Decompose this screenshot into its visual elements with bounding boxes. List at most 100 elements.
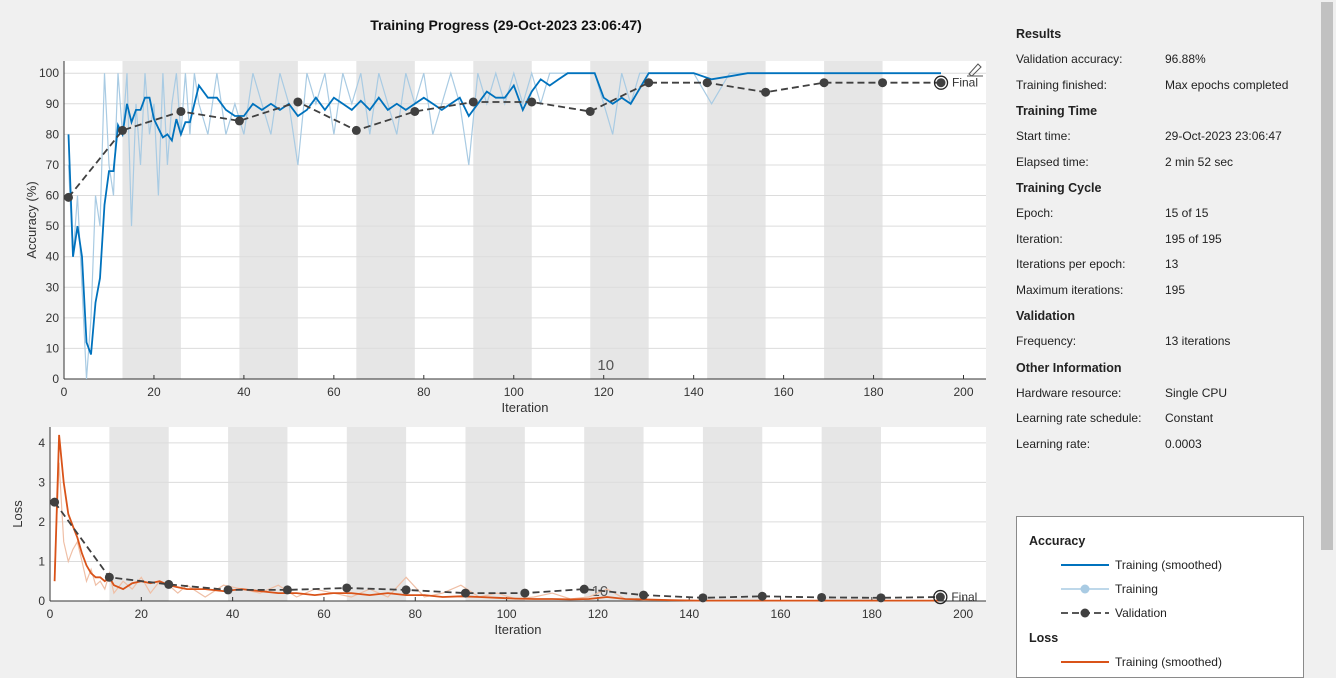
loss-epoch-band xyxy=(821,427,881,601)
lr-schedule-label: Learning rate schedule: xyxy=(1016,411,1142,425)
loss-validation-point xyxy=(104,572,114,582)
max-iterations-value: 195 xyxy=(1165,282,1186,297)
learning-rate-label: Learning rate: xyxy=(1016,436,1091,451)
loss-xtick-label: 60 xyxy=(317,607,331,621)
accuracy-epoch-band xyxy=(473,61,532,379)
accuracy-ytick-label: 80 xyxy=(46,127,60,141)
accuracy-xtick-label: 100 xyxy=(504,385,524,399)
elapsed-time-label: Elapsed time: xyxy=(1016,154,1089,169)
iterations-per-epoch-row: Iterations per epoch: 13 xyxy=(1016,257,1306,283)
loss-xtick-label: 200 xyxy=(953,607,973,621)
info-panel: Results Validation accuracy: 96.88% Trai… xyxy=(1016,26,1306,462)
iteration-row: Iteration: 195 of 195 xyxy=(1016,232,1306,258)
accuracy-validation-point xyxy=(63,192,73,202)
loss-validation-point xyxy=(579,584,589,594)
legend-accuracy-heading: Accuracy xyxy=(1029,534,1086,548)
accuracy-series-training-smoothed- xyxy=(67,72,941,355)
accuracy-series-training xyxy=(67,71,941,380)
loss-series-training-smoothed- xyxy=(53,434,941,602)
accuracy-validation-point xyxy=(819,78,829,88)
loss-ytick-label: 1 xyxy=(38,554,45,568)
accuracy-ytick-label: 50 xyxy=(46,219,60,233)
start-time-row: Start time: 29-Oct-2023 23:06:47 xyxy=(1016,129,1306,155)
chart-legend: Accuracy Training (smoothed) Training Va… xyxy=(1016,516,1304,678)
loss-xtick-label: 100 xyxy=(497,607,517,621)
loss-ytick-label: 0 xyxy=(38,594,45,608)
accuracy-xtick-label: 140 xyxy=(684,385,704,399)
loss-final-label: Final xyxy=(951,590,977,604)
hardware-row: Hardware resource: Single CPU xyxy=(1016,386,1306,412)
accuracy-epoch-band xyxy=(707,61,766,379)
accuracy-xtick-label: 180 xyxy=(864,385,884,399)
accuracy-ytick-label: 100 xyxy=(39,66,59,80)
loss-epoch-band xyxy=(228,427,288,601)
loss-ylabel: Loss xyxy=(10,500,25,528)
accuracy-validation-point xyxy=(351,125,361,135)
loss-series-training xyxy=(54,462,941,602)
loss-validation-point xyxy=(817,592,827,602)
loss-xtick-label: 120 xyxy=(588,607,608,621)
start-time-value: 29-Oct-2023 23:06:47 xyxy=(1165,129,1282,143)
validation-heading: Validation xyxy=(1016,309,1076,323)
max-iterations-row: Maximum iterations: 195 xyxy=(1016,283,1306,309)
scrollbar-thumb[interactable] xyxy=(1321,2,1333,550)
loss-validation-point xyxy=(639,590,649,600)
iterations-per-epoch-label: Iterations per epoch: xyxy=(1016,257,1126,271)
accuracy-validation-point xyxy=(644,78,654,88)
training-cycle-heading: Training Cycle xyxy=(1016,181,1102,195)
legend-swatch-validation xyxy=(1061,608,1109,618)
lr-schedule-value: Constant xyxy=(1165,411,1214,425)
max-iterations-label: Maximum iterations: xyxy=(1016,282,1124,297)
accuracy-validation-point xyxy=(702,78,712,88)
accuracy-xtick-label: 160 xyxy=(774,385,794,399)
loss-xlabel: Iteration xyxy=(495,622,542,637)
elapsed-time-row: Elapsed time: 2 min 52 sec xyxy=(1016,155,1306,181)
accuracy-validation-point xyxy=(117,125,127,135)
loss-xtick-label: 40 xyxy=(226,607,240,621)
loss-xtick-label: 80 xyxy=(409,607,423,621)
start-time-label: Start time: xyxy=(1016,129,1071,143)
other-information-heading: Other Information xyxy=(1016,360,1122,375)
legend-label-training: Training xyxy=(1115,582,1158,596)
legend-swatch-loss-smoothed xyxy=(1061,661,1109,663)
hardware-label: Hardware resource: xyxy=(1016,385,1122,400)
loss-validation-point xyxy=(50,497,60,507)
accuracy-validation-point xyxy=(234,116,244,126)
accuracy-final-label: Final xyxy=(952,76,978,90)
training-finished-row: Training finished: Max epochs completed xyxy=(1016,78,1306,104)
accuracy-series-validation xyxy=(67,81,941,198)
legend-label-training-smoothed: Training (smoothed) xyxy=(1115,558,1222,572)
loss-epoch-band xyxy=(465,427,525,601)
pencil-edit-icon[interactable] xyxy=(966,61,984,77)
loss-final-marker xyxy=(933,589,948,605)
frequency-label: Frequency: xyxy=(1016,334,1077,348)
learning-rate-value: 0.0003 xyxy=(1165,436,1202,451)
loss-ytick-label: 2 xyxy=(38,515,45,529)
accuracy-ytick-label: 10 xyxy=(46,341,60,355)
accuracy-xtick-label: 60 xyxy=(327,385,341,399)
legend-swatch-smoothed xyxy=(1061,564,1109,566)
loss-xtick-label: 160 xyxy=(771,607,791,621)
accuracy-validation-point xyxy=(878,78,888,88)
training-finished-value: Max epochs completed xyxy=(1165,77,1289,92)
accuracy-ytick-label: 90 xyxy=(46,97,60,111)
accuracy-epoch-band xyxy=(590,61,649,379)
accuracy-xtick-label: 200 xyxy=(953,385,973,399)
loss-validation-point xyxy=(698,593,708,603)
loss-validation-point xyxy=(757,591,767,601)
loss-validation-point xyxy=(876,593,886,603)
accuracy-xtick-label: 80 xyxy=(417,385,431,399)
training-finished-label: Training finished: xyxy=(1016,77,1107,92)
plots-area: Training Progress (29-Oct-2023 23:06:47)… xyxy=(10,17,986,637)
frequency-value: 13 iterations xyxy=(1165,334,1231,348)
accuracy-ytick-label: 70 xyxy=(46,158,60,172)
accuracy-annotation: 10 xyxy=(597,357,614,374)
legend-loss-heading: Loss xyxy=(1029,631,1059,645)
legend-swatch-training xyxy=(1061,584,1109,594)
page-title: Training Progress (29-Oct-2023 23:06:47) xyxy=(370,17,642,33)
validation-accuracy-value: 96.88% xyxy=(1165,52,1206,66)
loss-epoch-band xyxy=(346,427,407,601)
accuracy-ytick-label: 40 xyxy=(46,250,60,264)
accuracy-xtick-label: 20 xyxy=(147,385,161,399)
elapsed-time-value: 2 min 52 sec xyxy=(1165,154,1234,169)
